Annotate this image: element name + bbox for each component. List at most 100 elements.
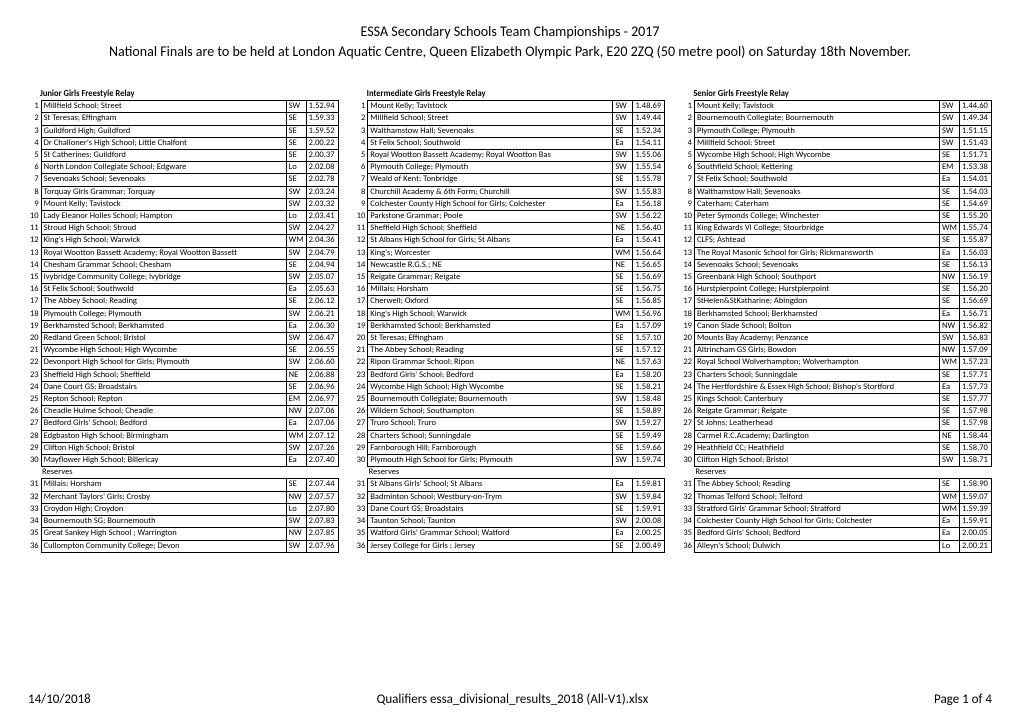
school-cell: Plymouth High School for Girls; Plymouth	[368, 455, 613, 467]
table-row: 19Canon Slade School; BoltonNW1.56.82	[681, 320, 991, 332]
column-title: Junior Girls Freestyle Relay	[28, 89, 339, 99]
time-cell: 1.56.96	[633, 308, 665, 320]
table-row: 2St Teresas; EffinghamSE1.59.33	[28, 113, 338, 125]
table-row: 30Clifton High School; BristolSW1.58.71	[681, 455, 991, 467]
school-cell: Royal Wootton Bassett Academy; Royal Woo…	[41, 247, 286, 259]
table-row: 34Taunton School; TauntonSW2.00.08	[355, 516, 665, 528]
school-cell: Wildern School; Southampton	[368, 406, 613, 418]
school-cell: Parkstone Grammar; Poole	[368, 211, 613, 223]
time-cell: 1.52.94	[306, 101, 338, 113]
table-row: 10Peter Symonds College; WinchesterSE1.5…	[681, 211, 991, 223]
region-cell: SW	[613, 101, 633, 113]
rank-cell: 27	[355, 418, 368, 430]
time-cell: 1.59.07	[960, 491, 992, 503]
time-cell: 1.59.84	[633, 491, 665, 503]
school-cell: Dane Court GS; Broadstairs	[41, 381, 286, 393]
school-cell: Altrincham GS Girls; Bowdon	[694, 345, 939, 357]
school-cell: Sheffield High School; Sheffield	[368, 223, 613, 235]
region-cell: SW	[940, 137, 960, 149]
table-row: 29Clifton High School; BristolSW2.07.26	[28, 442, 338, 454]
school-cell: Ivybridge Community College; Ivybridge	[41, 272, 286, 284]
school-cell: Royal School Wolverhampton; Wolverhampto…	[694, 357, 939, 369]
rank-cell: 3	[355, 125, 368, 137]
rank-cell: 7	[355, 174, 368, 186]
time-cell: 2.03.41	[306, 211, 338, 223]
table-row: 33Stratford Girls' Grammar School; Strat…	[681, 503, 991, 515]
school-cell: Sheffield High School; Sheffield	[41, 369, 286, 381]
table-row: 26Cheadle Hulme School; CheadleNW2.07.06	[28, 406, 338, 418]
rank-cell: 1	[28, 101, 41, 113]
table-row: 11Stroud High School; StroudSW2.04.27	[28, 223, 338, 235]
table-row: 2Bournemouth Collegiate; BournemouthSW1.…	[681, 113, 991, 125]
results-columns: Junior Girls Freestyle Relay1Millfield S…	[28, 89, 992, 553]
table-row: 7St Felix School; SouthwoldEa1.54.01	[681, 174, 991, 186]
school-cell: Wycombe High School; High Wycombe	[41, 345, 286, 357]
region-cell: Ea	[940, 174, 960, 186]
region-cell: Ea	[286, 320, 306, 332]
time-cell: 1.58.89	[633, 406, 665, 418]
school-cell: Caterham; Caterham	[694, 198, 939, 210]
rank-cell: 7	[28, 174, 41, 186]
region-cell: NE	[286, 369, 306, 381]
school-cell: Millais; Horsham	[368, 284, 613, 296]
table-row: 9Caterham; CaterhamSE1.54.69	[681, 198, 991, 210]
time-cell: 2.00.05	[960, 528, 992, 540]
rank-cell: 14	[681, 259, 694, 271]
rank-cell: 22	[355, 357, 368, 369]
rank-cell: 18	[355, 308, 368, 320]
region-cell: SE	[940, 198, 960, 210]
rank-cell: 15	[28, 272, 41, 284]
table-row: 14Sevenoaks School; SevenoaksSE1.56.13	[681, 259, 991, 271]
table-row: 21Altrincham GS Girls; BowdonNW1.57.09	[681, 345, 991, 357]
table-row: 17StHelen&StKatharine; AbingdonSE1.56.69	[681, 296, 991, 308]
region-cell: WM	[613, 247, 633, 259]
school-cell: Cheadle Hulme School; Cheadle	[41, 406, 286, 418]
table-row: 9Colchester County High School for Girls…	[355, 198, 665, 210]
school-cell: Watford Girls' Grammar School; Watford	[368, 528, 613, 540]
rank-cell: 6	[355, 162, 368, 174]
time-cell: 1.59.39	[960, 503, 992, 515]
region-cell: SW	[286, 272, 306, 284]
table-row: 3Walthamstow Hall; SevenoaksSE1.52.34	[355, 125, 665, 137]
rank-cell: 34	[28, 516, 41, 528]
time-cell: 2.07.85	[306, 528, 338, 540]
table-row: 15Reigate Grammar; ReigateSE1.56.69	[355, 272, 665, 284]
rank-cell: 17	[681, 296, 694, 308]
school-cell: Kings School; Canterbury	[694, 394, 939, 406]
rank-cell: 25	[681, 394, 694, 406]
school-cell: Alleyn's School; Dulwich	[694, 540, 939, 552]
table-row: 6Southfield School; KetteringEM1.53.38	[681, 162, 991, 174]
region-cell: WM	[613, 308, 633, 320]
rank-cell: 20	[28, 333, 41, 345]
rank-cell: 1	[681, 101, 694, 113]
region-cell: SE	[940, 296, 960, 308]
rank-cell: 11	[681, 223, 694, 235]
time-cell: 2.06.55	[306, 345, 338, 357]
table-row: 23Charters School; SunningdaleSE1.57.71	[681, 369, 991, 381]
school-cell: Dane Court GS; Broadstairs	[368, 503, 613, 515]
results-column: Junior Girls Freestyle Relay1Millfield S…	[28, 89, 339, 553]
school-cell: Newcastle R.G.S.; NE	[368, 259, 613, 271]
rank-cell: 31	[681, 479, 694, 491]
school-cell: Redland Green School; Bristol	[41, 333, 286, 345]
reserves-label-row: Reserves	[681, 467, 991, 479]
time-cell: 1.55.78	[633, 174, 665, 186]
region-cell: SW	[286, 442, 306, 454]
region-cell: SW	[613, 455, 633, 467]
rank-cell: 28	[28, 430, 41, 442]
table-row: 5Wycombe High School; High WycombeSE1.51…	[681, 150, 991, 162]
table-row: 12St Albans High School for Girls; St Al…	[355, 235, 665, 247]
rank-cell: 8	[681, 186, 694, 198]
region-cell: SE	[286, 174, 306, 186]
table-row: 28Carmel R.C.Academy; DarlingtonNE1.58.4…	[681, 430, 991, 442]
school-cell: Farnborough Hill; Farnborough	[368, 442, 613, 454]
table-row: 34Colchester County High School for Girl…	[681, 516, 991, 528]
rank-cell: 28	[681, 430, 694, 442]
school-cell: Reigate Grammar; Reigate	[368, 272, 613, 284]
region-cell: SW	[286, 357, 306, 369]
time-cell: 1.59.74	[633, 455, 665, 467]
rank-cell: 25	[355, 394, 368, 406]
time-cell: 2.02.78	[306, 174, 338, 186]
region-cell: SE	[940, 394, 960, 406]
school-cell: St Teresas; Effingham	[41, 113, 286, 125]
